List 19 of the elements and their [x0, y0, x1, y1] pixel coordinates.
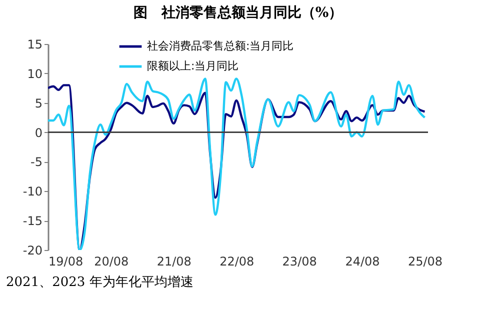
- y-tick-label: -5: [30, 155, 42, 170]
- x-tick-label: 24/08: [345, 254, 380, 268]
- x-tick-label: 20/08: [94, 254, 129, 268]
- x-tick-label: 21/08: [156, 254, 192, 268]
- y-tick-label: -15: [22, 214, 42, 228]
- x-tick-label: 23/08: [282, 254, 317, 268]
- y-tick-label: -20: [22, 244, 42, 258]
- text: 2021、2023 年为年化平均增速: [6, 274, 194, 291]
- x-tick-label: 19/08: [48, 254, 84, 268]
- y-tick-label: 15: [27, 38, 42, 52]
- y-tick-label: 5: [34, 96, 42, 110]
- legend-label: 限额以上:当月同比: [147, 60, 239, 72]
- legend-label: 社会消费品零售总额:当月同比: [147, 40, 294, 52]
- x-tick-label: 25/08: [408, 254, 443, 268]
- y-tick-label: 10: [27, 66, 42, 81]
- x-tick-label: 22/08: [220, 254, 254, 268]
- y-tick-label: -10: [22, 184, 42, 199]
- y-tick-label: 0: [34, 126, 42, 140]
- chart-title: 图 社消零售总额当月同比（%）: [133, 4, 343, 21]
